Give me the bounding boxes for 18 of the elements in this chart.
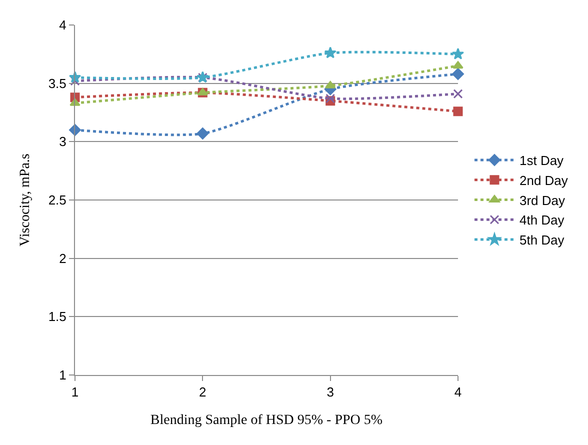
y-tick-label: 2 [59,250,66,266]
y-tick-label: 3 [59,134,66,150]
y-tick-label: 1.5 [48,309,66,324]
x-axis-title: Blending Sample of HSD 95% - PPO 5% [150,412,383,428]
legend-label: 2nd Day [519,172,568,188]
legend-label: 4th Day [519,212,565,228]
legend-label: 5th Day [519,232,565,248]
legend-label: 1st Day [519,153,564,168]
x-tick-label: 4 [454,384,462,400]
y-tick-label: 2.5 [48,192,66,208]
x-tick-label: 2 [199,384,206,400]
y-axis-title: Viscocity, mPa.s [18,154,33,246]
x-tick-label: 1 [71,384,79,400]
legend-label: 3rd Day [519,192,566,208]
y-tick-label: 1 [59,368,66,383]
y-tick-label: 4 [59,18,66,33]
x-tick-label: 3 [326,384,334,400]
y-tick-label: 3.5 [48,76,66,91]
